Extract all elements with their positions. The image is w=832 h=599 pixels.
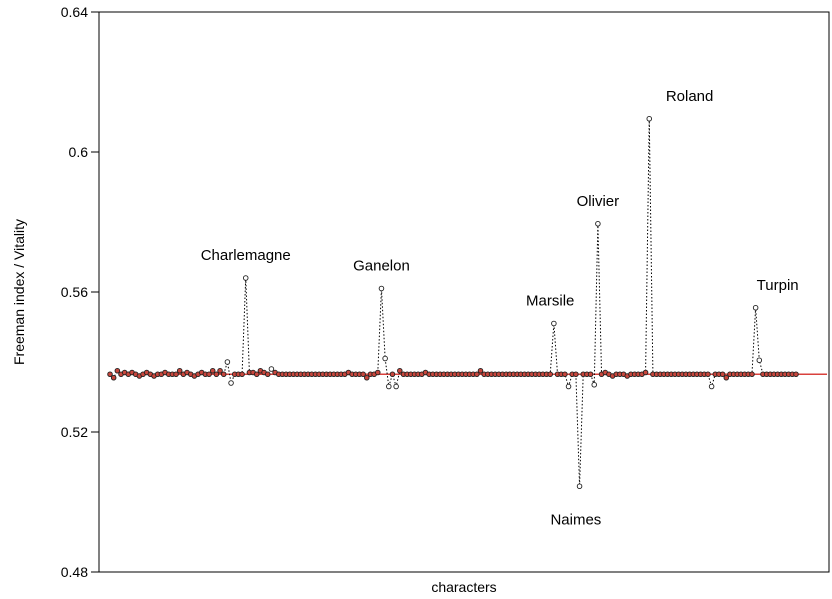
data-point [642, 369, 649, 376]
data-point [176, 368, 183, 374]
data-point [114, 368, 121, 374]
data-point [595, 220, 601, 227]
data-point [573, 371, 579, 378]
data-point [375, 369, 381, 376]
data-point [268, 366, 275, 372]
data-point [217, 368, 223, 374]
data-point [397, 368, 403, 374]
data-point [264, 371, 271, 378]
annotation-label: Turpin [757, 277, 799, 294]
data-point [756, 357, 763, 364]
data-point [386, 383, 392, 390]
data-point [587, 371, 594, 378]
data-point [708, 383, 715, 390]
y-tick-label: 0.6 [69, 144, 89, 160]
data-point [242, 275, 249, 281]
series-connector [109, 118, 796, 487]
y-tick-label: 0.56 [61, 284, 88, 300]
data-point [364, 375, 370, 381]
data-point [576, 483, 583, 490]
data-point [239, 371, 245, 378]
data-point [173, 371, 179, 378]
annotation-label: Marsile [526, 293, 574, 310]
data-point [360, 371, 366, 378]
data-point [591, 382, 597, 388]
annotations: Charlemagne Ganelon Marsile Naimes Olivier Ro… [201, 88, 799, 529]
y-tick-label: 0.52 [61, 424, 88, 440]
data-point [719, 371, 726, 378]
x-axis-label: characters [431, 579, 496, 595]
annotation-label: Olivier [577, 193, 620, 210]
data-point [224, 359, 231, 365]
data-point [213, 371, 220, 378]
data-point [752, 305, 759, 311]
data-point [220, 371, 227, 378]
annotation-label: Naimes [550, 511, 601, 528]
data-point [793, 371, 799, 378]
data-point [551, 320, 557, 327]
data-point [562, 371, 568, 378]
y-tick-label: 0.64 [61, 4, 88, 20]
y-axis-label: Freeman index / Vitality [11, 219, 27, 365]
connector-lines [109, 118, 796, 487]
data-point [110, 375, 117, 381]
annotation-label: Ganelon [353, 258, 410, 275]
data-point [565, 383, 572, 390]
data-point [474, 371, 480, 378]
data-point [378, 285, 385, 292]
data-point [389, 371, 396, 378]
data-point [749, 371, 755, 378]
data-point [107, 371, 113, 378]
data-point [382, 355, 388, 362]
data-point [209, 368, 216, 374]
data-points [107, 115, 799, 490]
data-point [253, 371, 260, 378]
data-point [705, 371, 711, 378]
data-point [206, 371, 212, 378]
y-tick-label: 0.48 [61, 564, 88, 580]
data-point [547, 371, 553, 378]
data-point [646, 115, 653, 122]
annotation-label: Charlemagne [201, 247, 291, 264]
annotation-label: Roland [666, 88, 714, 105]
y-axis: 0.48 0.52 0.56 0.6 0.64 [61, 4, 99, 580]
data-point [228, 380, 234, 386]
data-point [477, 368, 484, 374]
plot-frame [98, 11, 830, 573]
data-point [723, 375, 730, 381]
data-point [393, 383, 399, 390]
